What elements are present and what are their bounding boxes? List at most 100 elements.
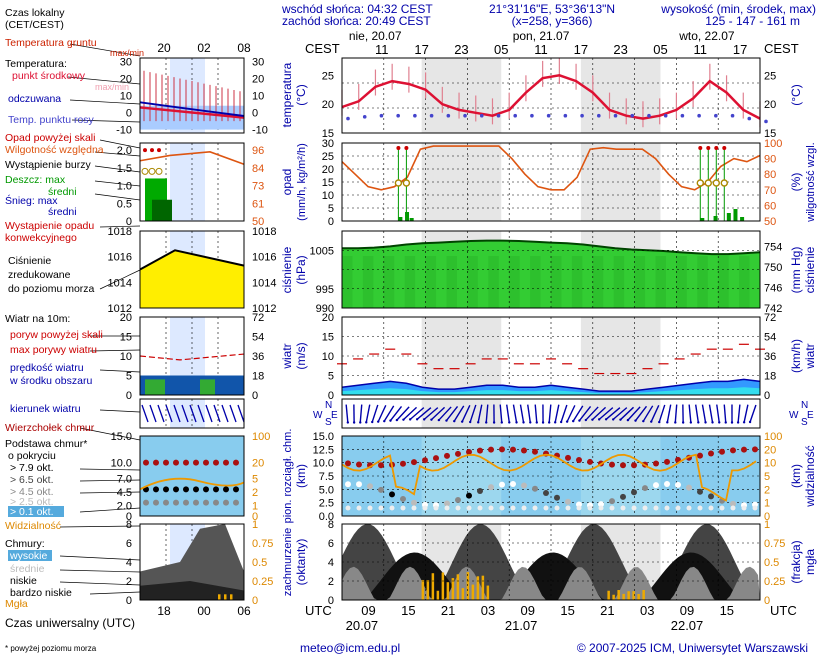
y-tick-label: 2 xyxy=(764,484,770,496)
hour-label-bottom: 09 xyxy=(680,603,694,618)
wind-arrow-head xyxy=(584,418,588,422)
pressure-shade xyxy=(404,256,416,308)
axis-label: (oktanty) xyxy=(294,539,308,586)
wind-arrow xyxy=(461,405,471,422)
dew-point-dot xyxy=(396,113,400,118)
cloud-base-dot xyxy=(378,486,384,493)
legend-connector xyxy=(67,76,141,85)
dew-point-dot xyxy=(697,113,701,118)
y-tick-label: 20 xyxy=(252,73,264,85)
y-tick-label: 1018 xyxy=(108,226,132,238)
wind-arrow xyxy=(377,405,387,422)
pressure-shade xyxy=(592,256,604,308)
wind-arrow xyxy=(612,407,628,420)
legend-pressure-3: do poziomu morza xyxy=(8,283,95,295)
y-tick-label: 0 xyxy=(126,108,132,120)
legend-connector xyxy=(94,180,141,187)
cloud-base-dot xyxy=(466,492,472,499)
legend-wind-speed-2: w środku obszaru xyxy=(9,375,92,387)
legend-connector xyxy=(99,369,141,373)
y-tick-label: 0 xyxy=(328,595,334,607)
hour-label-bottom: 09 xyxy=(521,603,535,618)
wind-arrow-head xyxy=(626,418,630,422)
mini-temp-line xyxy=(139,106,245,119)
dew-point-dot xyxy=(563,113,568,118)
wind-arrow-head xyxy=(522,421,525,424)
y-tick-label: 15.0 xyxy=(111,431,132,443)
fog-bar xyxy=(637,593,640,600)
y-tick-label: 1014 xyxy=(252,277,276,289)
wind-arrow xyxy=(359,404,363,423)
legend-okt5: > 0.1 okt. xyxy=(10,506,54,518)
cloud-base-dot xyxy=(653,505,659,511)
legend-very-low: bardzo niskie xyxy=(10,587,72,599)
wind-arrow xyxy=(585,406,599,421)
dew-point-dot xyxy=(496,113,501,118)
cloud-base-dot xyxy=(345,481,351,488)
fog-bar xyxy=(622,593,625,600)
wind-arrow xyxy=(598,407,614,420)
wind-arrow xyxy=(666,404,672,423)
wind-arrow-head xyxy=(642,419,645,423)
mini-cloud-top xyxy=(213,459,219,466)
hour-label-top: 05 xyxy=(653,42,667,57)
y-tick-label: 0.25 xyxy=(252,576,273,588)
legend-connector xyxy=(79,468,141,471)
wind-arrow-head xyxy=(365,421,368,424)
sunset-text: zachód słońca: 20:49 CEST xyxy=(282,14,431,28)
fog-bar xyxy=(486,585,490,600)
wind-arrow-head xyxy=(597,418,601,421)
cloud-base-dot xyxy=(598,501,604,508)
y-tick-label: -10 xyxy=(116,125,132,137)
wind-arrow-head xyxy=(704,421,707,424)
legend-conv-precip-2: konwekcyjnego xyxy=(5,232,77,244)
cloud-base-dot xyxy=(367,483,373,490)
hour-label-bottom: 21 xyxy=(600,603,614,618)
wind-arrow-head xyxy=(529,421,532,424)
y-tick-label: 742 xyxy=(764,303,782,315)
y-tick-label: 6 xyxy=(126,538,132,550)
legend-connector xyxy=(79,479,141,482)
wind-arrow-head xyxy=(742,421,746,424)
hour-label-top: 11 xyxy=(534,42,548,57)
mini-wind-arrow xyxy=(189,404,197,423)
mini-cloud-top xyxy=(193,459,199,466)
cloud-top-dot xyxy=(664,458,670,465)
legend-soil-temp: Temperatura gruntu xyxy=(5,37,97,49)
dew-point-dot xyxy=(429,113,434,118)
legend-max-min: max/min xyxy=(95,82,129,92)
cloud-top-dot xyxy=(455,450,461,457)
cloud-base-dot xyxy=(543,490,549,497)
wind-arrow-head xyxy=(453,419,456,423)
wind-arrow xyxy=(477,404,483,423)
y-tick-label: 990 xyxy=(316,303,334,315)
y-tick-label: 36 xyxy=(764,351,776,363)
hour-label-bottom: 15 xyxy=(401,603,415,618)
wind-arrow xyxy=(642,405,654,422)
wind-arrow-head xyxy=(634,419,637,422)
footer-email[interactable]: meteo@icm.edu.pl xyxy=(300,641,400,655)
wind-arrow xyxy=(512,404,518,423)
y-tick-label: 2.0 xyxy=(117,500,132,512)
y-tick-label: 0 xyxy=(126,511,132,523)
axis-label: temperatura xyxy=(280,62,294,127)
dew-point-dot xyxy=(597,113,601,118)
axis-label: ciśnienie xyxy=(803,246,817,293)
legend-cloud-base-2: o pokryciu xyxy=(8,450,56,462)
cloud-top-dot xyxy=(444,452,450,459)
legend-rain-max: Deszcz: max xyxy=(5,174,66,186)
wind-arrow-head xyxy=(376,420,380,423)
wind-arrow-head xyxy=(371,420,374,424)
wind-arrow xyxy=(560,404,568,423)
wind-arrow xyxy=(423,407,439,420)
y-tick-label: 0 xyxy=(126,390,132,402)
fog-bar xyxy=(456,574,460,600)
sunrise-text: wschód słońca: 04:32 CEST xyxy=(281,2,433,16)
y-tick-label: 4 xyxy=(126,557,132,569)
y-tick-label: 0 xyxy=(764,390,770,402)
y-tick-label: 1016 xyxy=(108,252,132,264)
fog-bar xyxy=(617,590,620,600)
cloud-base-dot xyxy=(345,505,351,511)
cloud-base-dot xyxy=(367,505,373,511)
